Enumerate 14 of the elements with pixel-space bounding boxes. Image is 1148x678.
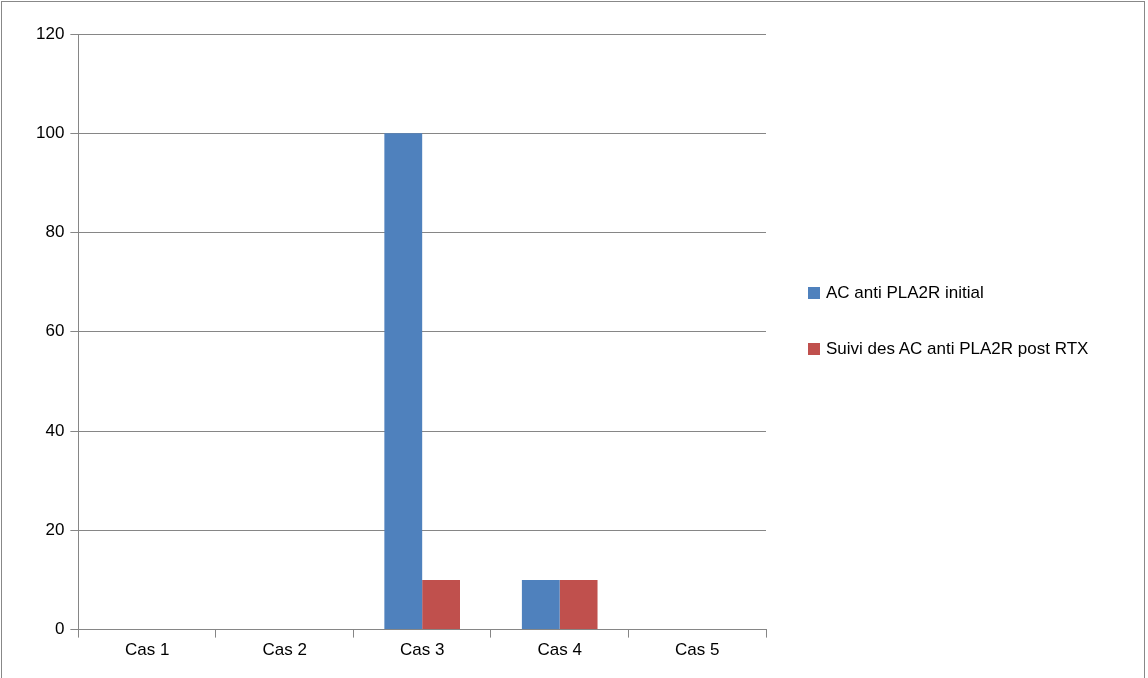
y-tick-label: 120: [35, 23, 65, 43]
x-tick-label: Cas 4: [537, 640, 582, 660]
x-tick-label: Cas 1: [124, 640, 170, 660]
x-tick-label: Cas 3: [399, 640, 445, 660]
y-tick-label: 20: [45, 520, 65, 540]
y-tick-label: 0: [54, 619, 65, 639]
legend-label: Suivi des AC anti PLA2R post RTX: [826, 338, 1089, 360]
x-tick-label: Cas 5: [675, 640, 720, 660]
y-tick-label: 60: [45, 321, 65, 341]
x-tick-label: Cas 2: [262, 640, 307, 660]
y-tick-label: 80: [45, 222, 65, 242]
y-tick-label: 40: [45, 420, 65, 440]
legend-label: AC anti PLA2R initial: [826, 282, 984, 304]
y-tick-label: 100: [35, 122, 65, 142]
